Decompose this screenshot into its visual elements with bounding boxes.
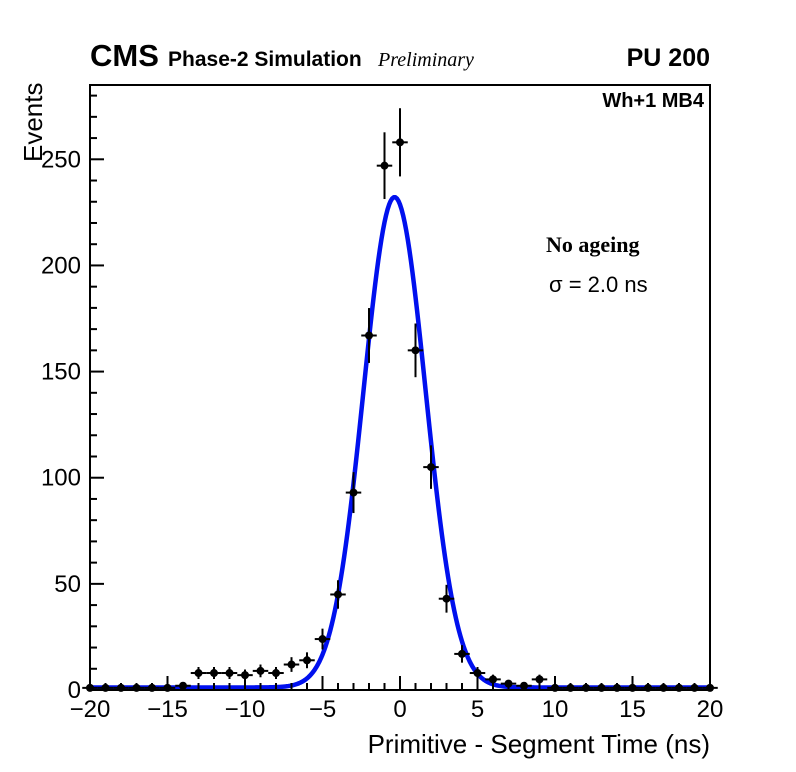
y-tick-label: 50 [54, 571, 81, 598]
y-axis-title: Events [18, 83, 48, 163]
data-point [330, 580, 346, 609]
data-marker [303, 656, 311, 665]
data-marker [318, 635, 327, 644]
x-tick-label: 5 [471, 696, 484, 723]
y-tick-label: 200 [41, 252, 81, 279]
data-marker [411, 346, 420, 355]
data-marker [225, 669, 234, 678]
data-marker [256, 666, 265, 675]
cms-label: CMS [90, 38, 159, 73]
data-point [221, 667, 238, 680]
data-point [392, 108, 408, 177]
pileup-label: PU 200 [627, 44, 710, 72]
x-tick-label: −5 [309, 696, 336, 723]
data-marker [272, 669, 280, 678]
data-point [345, 472, 362, 514]
data-marker [473, 669, 482, 678]
data-marker [535, 675, 544, 684]
x-tick-label: 15 [619, 696, 646, 723]
sigma-annotation: σ = 2.0 ns [549, 272, 648, 297]
data-point [283, 657, 300, 672]
data-point [407, 323, 424, 378]
data-point [469, 667, 486, 680]
data-marker [334, 590, 342, 599]
data-marker [489, 675, 497, 684]
data-marker [365, 331, 373, 340]
data-point [361, 308, 377, 363]
data-marker [194, 669, 203, 678]
data-marker [427, 463, 435, 472]
axes-frame-layer [89, 84, 711, 691]
y-tick-label: 100 [41, 465, 81, 492]
y-tick-label: 0 [68, 677, 81, 704]
preliminary-label: Preliminary [377, 49, 474, 71]
data-point [454, 645, 470, 663]
data-point [190, 667, 207, 680]
phase2-simulation-label: Phase-2 Simulation [168, 48, 362, 71]
ageing-annotation: No ageing [546, 232, 640, 257]
data-point [376, 132, 393, 200]
data-point [252, 664, 269, 678]
data-point [299, 652, 315, 669]
x-tick-label: −10 [225, 696, 266, 723]
data-marker [349, 488, 358, 497]
data-marker [241, 671, 249, 680]
data-point [485, 674, 501, 685]
data-point [268, 667, 284, 680]
data-marker [396, 138, 404, 147]
data-point [314, 628, 331, 650]
x-tick-label: 0 [393, 696, 406, 723]
y-tick-label: 250 [41, 146, 81, 173]
data-point [438, 584, 455, 613]
x-axis-title: Primitive - Segment Time (ns) [368, 729, 710, 759]
data-marker [458, 649, 466, 658]
data-point [531, 674, 548, 685]
data-marker [380, 161, 389, 170]
x-tick-label: −20 [70, 696, 111, 723]
data-point [206, 667, 222, 680]
x-tick-label: 20 [697, 696, 724, 723]
wheel-station-label: Wh+1 MB4 [602, 90, 705, 112]
data-marker [442, 594, 451, 603]
x-tick-label: 10 [542, 696, 569, 723]
data-point [423, 445, 439, 489]
x-tick-label: −15 [147, 696, 188, 723]
y-tick-label: 150 [41, 359, 81, 386]
data-marker [210, 669, 218, 678]
data-marker [287, 660, 296, 669]
